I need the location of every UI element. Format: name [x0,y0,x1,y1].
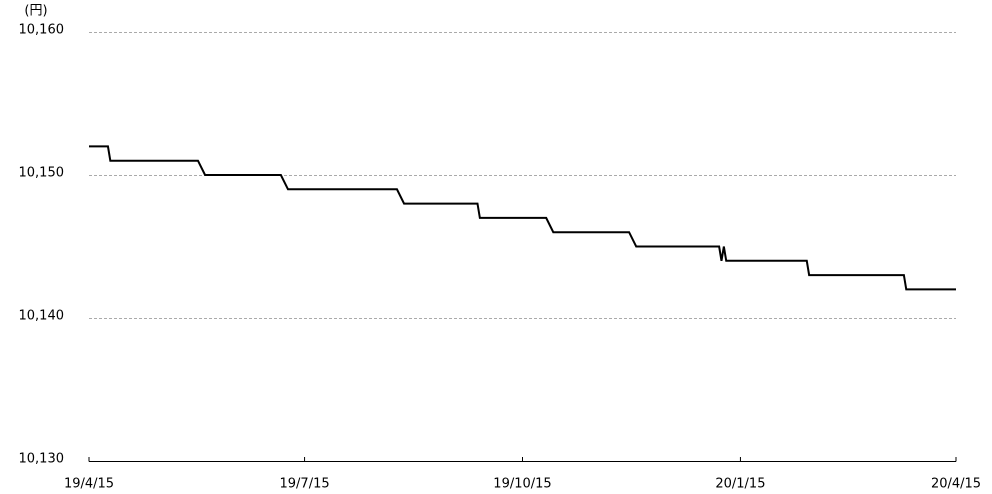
unit-label: (円) [24,4,47,19]
x-tick-label: 20/1/15 [715,477,765,492]
x-tick-label: 20/4/15 [931,477,981,492]
line [89,145,956,291]
x-tick-label: 19/10/15 [493,477,551,492]
y-tick-label: 10,150 [19,166,65,181]
x-tick-label: 19/7/15 [280,477,330,492]
y-tick-label: 10,160 [19,23,65,38]
y-tick-label: 10,140 [19,309,65,324]
y-tick-label: 10,130 [19,452,65,467]
x-tick-label: 19/4/15 [64,477,114,492]
